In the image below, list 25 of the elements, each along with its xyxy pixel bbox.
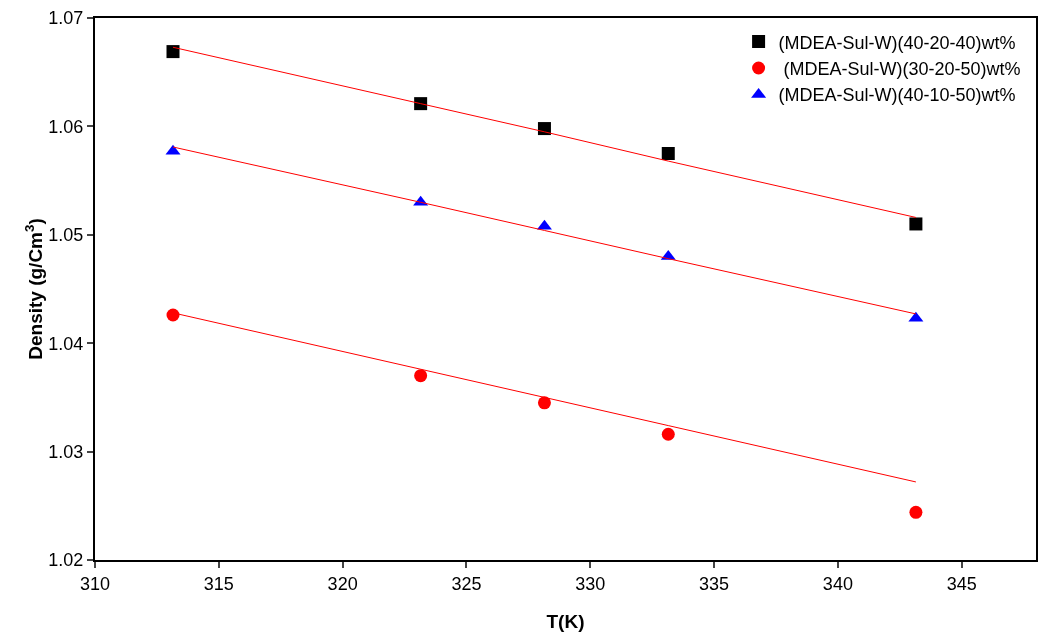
x-tick-label: 335	[699, 573, 730, 594]
x-tick-label: 310	[79, 573, 111, 594]
x-tick-label: 325	[451, 573, 482, 594]
x-tick-label: 330	[575, 573, 606, 594]
point	[909, 505, 923, 519]
x-tick-label: 345	[946, 573, 977, 594]
y-tick-label: 1.04	[48, 333, 84, 354]
legend-label: (MDEA-Sul-W)(40-10-50)wt%	[778, 85, 1016, 106]
point	[414, 369, 428, 383]
x-tick-label: 315	[203, 573, 234, 594]
y-tick-label: 1.07	[48, 8, 84, 29]
point	[661, 427, 675, 441]
x-tick-label: 320	[327, 573, 358, 594]
point	[909, 217, 923, 231]
legend-label: (MDEA-Sul-W)(40-20-40)wt%	[778, 32, 1016, 53]
point	[537, 396, 551, 410]
y-tick-label: 1.05	[48, 225, 84, 246]
x-axis-title: T(K)	[546, 611, 585, 632]
y-tick-label: 1.03	[48, 441, 84, 462]
point	[166, 45, 180, 59]
legend-label: (MDEA-Sul-W)(30-20-50)wt%	[778, 59, 1021, 80]
point	[661, 147, 675, 160]
y-tick-label: 1.02	[48, 550, 84, 571]
y-tick-label: 1.06	[48, 116, 84, 137]
x-tick-label: 340	[822, 573, 853, 594]
